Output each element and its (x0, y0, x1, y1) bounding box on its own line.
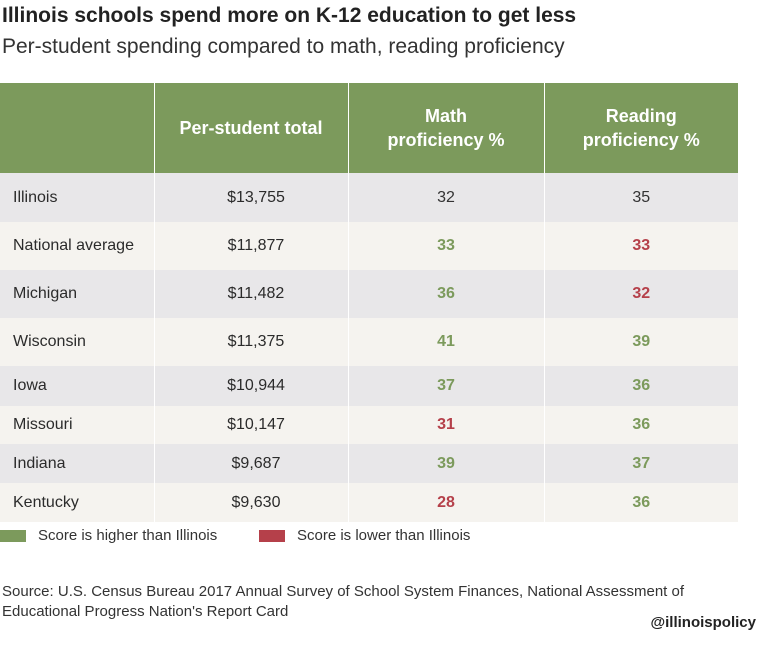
data-table-container: Per-student total Math proficiency % Rea… (0, 83, 738, 522)
header-math: Math proficiency % (348, 83, 545, 173)
cell-state: Iowa (0, 366, 155, 406)
legend-item-lower: Score is lower than Illinois (259, 527, 470, 544)
table-row: Wisconsin $11,375 41 39 (0, 318, 738, 366)
cell-state: National average (0, 222, 155, 270)
table-row: Indiana $9,687 39 37 (0, 444, 738, 483)
cell-spending: $11,482 (154, 270, 349, 318)
chart-title: Illinois schools spend more on K-12 educ… (2, 4, 577, 27)
cell-reading: 39 (544, 318, 738, 366)
cell-math: 37 (348, 366, 545, 406)
cell-spending: $10,944 (154, 366, 349, 406)
table-body: Illinois $13,755 32 35 National average $11,8… (0, 173, 738, 522)
cell-math: 28 (348, 483, 545, 522)
legend-label-lower: Score is lower than Illinois (297, 527, 471, 544)
cell-spending: $11,375 (154, 318, 349, 366)
cell-math: 33 (348, 222, 545, 270)
table-row: National average $11,877 33 33 (0, 222, 738, 270)
data-table: Per-student total Math proficiency % Rea… (0, 83, 738, 522)
cell-state: Missouri (0, 406, 155, 444)
cell-reading: 36 (544, 483, 738, 522)
chart-subtitle: Per-student spending compared to math, r… (2, 35, 565, 58)
table-row: Iowa $10,944 37 36 (0, 366, 738, 406)
legend-swatch-higher (0, 529, 26, 542)
header-spending: Per-student total (154, 83, 349, 173)
header-reading-label: Reading proficiency % (582, 106, 700, 150)
cell-reading: 37 (544, 444, 738, 483)
cell-spending: $13,755 (154, 173, 349, 222)
cell-reading: 36 (544, 406, 738, 444)
cell-spending: $9,687 (154, 444, 349, 483)
cell-reading: 33 (544, 222, 738, 270)
table-row: Kentucky $9,630 28 36 (0, 483, 738, 522)
cell-reading: 36 (544, 366, 738, 406)
cell-math: 31 (348, 406, 545, 444)
cell-state: Wisconsin (0, 318, 155, 366)
cell-math: 32 (348, 173, 545, 222)
cell-state: Indiana (0, 444, 155, 483)
table-row: Missouri $10,147 31 36 (0, 406, 738, 444)
cell-spending: $10,147 (154, 406, 349, 444)
header-reading: Reading proficiency % (544, 83, 738, 173)
cell-state: Kentucky (0, 483, 155, 522)
header-math-label: Math proficiency % (387, 106, 505, 150)
table-header-row: Per-student total Math proficiency % Rea… (0, 83, 738, 173)
legend-swatch-lower (259, 529, 285, 542)
legend-label-higher: Score is higher than Illinois (38, 527, 218, 544)
cell-spending: $9,630 (154, 483, 349, 522)
table-row: Michigan $11,482 36 32 (0, 270, 738, 318)
cell-math: 36 (348, 270, 545, 318)
cell-math: 39 (348, 444, 545, 483)
cell-reading: 32 (544, 270, 738, 318)
cell-math: 41 (348, 318, 545, 366)
cell-state: Michigan (0, 270, 155, 318)
table-row: Illinois $13,755 32 35 (0, 173, 738, 222)
legend-item-higher: Score is higher than Illinois (0, 527, 217, 544)
twitter-handle: @illinoispolicy (650, 614, 756, 631)
cell-spending: $11,877 (154, 222, 349, 270)
cell-state: Illinois (0, 173, 155, 222)
cell-reading: 35 (544, 173, 738, 222)
source-note: Source: U.S. Census Bureau 2017 Annual S… (2, 583, 685, 620)
header-state (0, 83, 155, 173)
